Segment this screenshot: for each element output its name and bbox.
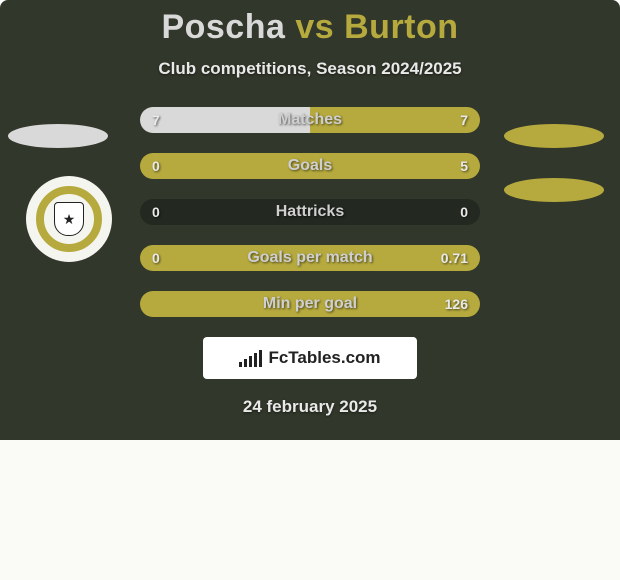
date-label: 24 february 2025 <box>0 397 620 417</box>
stat-bar-label: Min per goal <box>140 291 480 317</box>
stat-bar: 00.71Goals per match <box>140 245 480 271</box>
below-area <box>0 440 620 580</box>
title-player1: Poscha <box>161 8 285 46</box>
club-crest-shield: ★ <box>54 202 84 236</box>
stat-bar: 126Min per goal <box>140 291 480 317</box>
star-icon: ★ <box>63 211 76 228</box>
stat-bar-label: Goals <box>140 153 480 179</box>
stat-bars: 77Matches 05Goals 00Hattricks 00.71Goals pe… <box>140 107 480 317</box>
title-vs: vs <box>295 8 334 46</box>
brand-label: FcTables.com <box>268 348 380 368</box>
stat-bar: 77Matches <box>140 107 480 133</box>
title-player2: Burton <box>344 8 458 46</box>
bar-chart-icon <box>239 349 262 367</box>
stat-bar-label: Hattricks <box>140 199 480 225</box>
subtitle: Club competitions, Season 2024/2025 <box>0 59 620 79</box>
team-oval-right <box>504 124 604 148</box>
stat-bar-label: Goals per match <box>140 245 480 271</box>
club-crest-ring: ★ <box>36 186 102 252</box>
brand-badge[interactable]: FcTables.com <box>203 337 417 379</box>
page-title: Poscha vs Burton <box>0 0 620 47</box>
comparison-card: Poscha vs Burton Club competitions, Seas… <box>0 0 620 440</box>
team-oval-right-2 <box>504 178 604 202</box>
stat-bar: 00Hattricks <box>140 199 480 225</box>
stat-bar-label: Matches <box>140 107 480 133</box>
club-crest: ★ <box>26 176 112 262</box>
team-oval-left <box>8 124 108 148</box>
stat-bar: 05Goals <box>140 153 480 179</box>
